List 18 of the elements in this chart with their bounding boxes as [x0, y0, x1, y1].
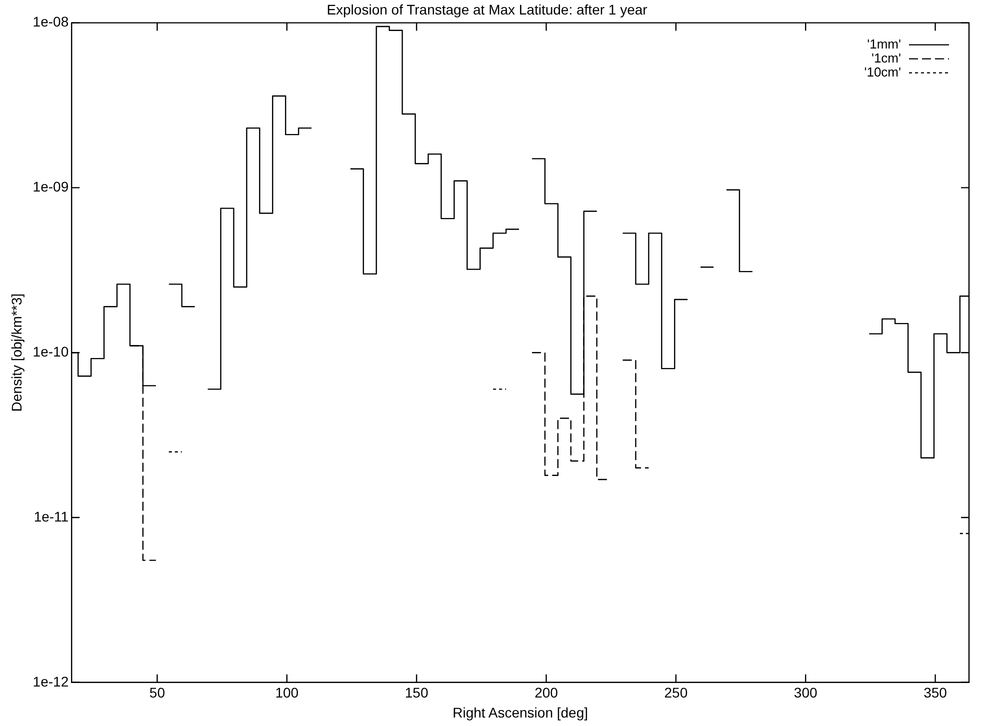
legend-label: '1mm': [867, 36, 901, 52]
x-tick-label: 250: [664, 684, 688, 701]
x-tick-label: 350: [924, 684, 948, 701]
x-tick-label: 100: [275, 684, 299, 701]
y-tick-label: 1e-11: [34, 508, 69, 524]
y-tick-label: 1e-09: [32, 178, 69, 195]
legend-label: '10cm': [864, 64, 901, 80]
y-tick-label: 1e-12: [32, 673, 69, 690]
x-axis-title: Right Ascension [deg]: [452, 704, 588, 720]
y-tick-label: 1e-10: [32, 343, 69, 360]
x-tick-label: 50: [149, 684, 166, 701]
y-tick-label: 1e-08: [32, 14, 69, 30]
x-tick-label: 300: [794, 684, 818, 701]
x-tick-label: 150: [404, 684, 428, 701]
y-axis-title: Density [obj/km**3]: [8, 293, 24, 412]
x-tick-label: 200: [534, 684, 558, 701]
chart-title: Explosion of Transtage at Max Latitude: after 1 year: [326, 1, 648, 18]
legend-label: '1cm': [871, 50, 901, 66]
